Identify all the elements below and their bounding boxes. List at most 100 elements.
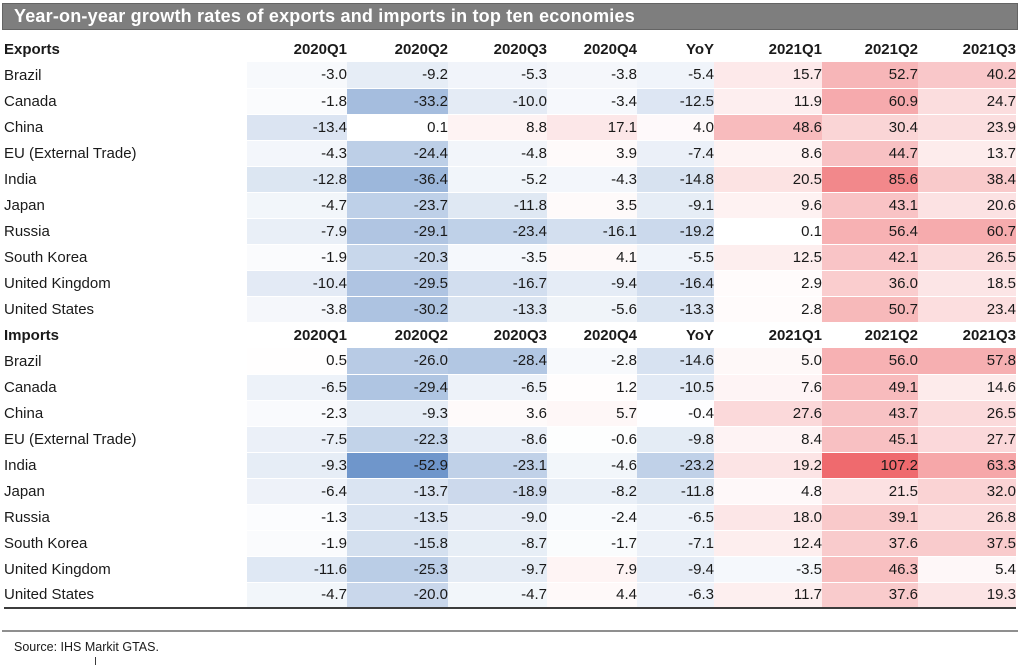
column-header: 2021Q3: [962, 326, 1016, 344]
figure-title: Year-on-year growth rates of exports and…: [14, 6, 635, 26]
value-cell: -9.4: [637, 556, 714, 583]
value-cell: 0.1: [714, 218, 822, 245]
value-cell: -15.8: [347, 530, 448, 557]
value-cell: 4.4: [547, 582, 637, 609]
value-cell: 4.0: [637, 114, 714, 141]
country-label: China: [4, 400, 247, 426]
value-cell: -4.8: [448, 140, 547, 167]
value-cell: 45.1: [822, 426, 918, 453]
value-cell: -13.4: [247, 114, 347, 141]
country-label: China: [4, 114, 247, 140]
value-cell: -18.9: [448, 478, 547, 505]
table-row: Japan -4.7 -23.7 -11.8 3.5 -9.1 9.6 43.1 20.6: [4, 192, 1016, 219]
value-cell: -1.9: [247, 244, 347, 271]
value-cell: -8.7: [448, 530, 547, 557]
value-cell: 46.3: [822, 556, 918, 583]
table-row: South Korea -1.9 -20.3 -3.5 4.1 -5.5 12.5 42.1 2…: [4, 244, 1016, 271]
country-label: EU (External Trade): [4, 140, 247, 166]
country-label: South Korea: [4, 244, 247, 270]
value-cell: -8.2: [547, 478, 637, 505]
value-cell: -10.0: [448, 88, 547, 115]
value-cell: 3.9: [547, 140, 637, 167]
source-note: Source: IHS Markit GTAS.: [14, 640, 159, 654]
value-cell: -19.2: [637, 218, 714, 245]
value-cell: -1.7: [547, 530, 637, 557]
country-label: Canada: [4, 374, 247, 400]
value-cell: -9.2: [347, 62, 448, 89]
value-cell: -22.3: [347, 426, 448, 453]
value-cell: 85.6: [822, 166, 918, 193]
value-cell: -12.5: [637, 88, 714, 115]
value-cell: -20.0: [347, 582, 448, 609]
value-cell: 3.6: [448, 400, 547, 427]
value-cell: 0.5: [247, 348, 347, 375]
value-cell: -4.7: [247, 192, 347, 219]
value-cell: 12.5: [714, 244, 822, 271]
value-cell: -9.4: [547, 270, 637, 297]
value-cell: 8.6: [714, 140, 822, 167]
section-header-row: Imports 2020Q1 2020Q2 2020Q3 2020Q4 YoY 2021Q1…: [4, 322, 1016, 348]
value-cell: -13.5: [347, 504, 448, 531]
value-cell: 19.3: [918, 582, 1016, 609]
table-row: China -2.3 -9.3 3.6 5.7 -0.4 27.6 43.7 26.5: [4, 400, 1016, 427]
value-cell: 38.4: [918, 166, 1016, 193]
column-header: YoY: [685, 326, 714, 344]
value-cell: 60.7: [918, 218, 1016, 245]
value-cell: -29.5: [347, 270, 448, 297]
value-cell: 44.7: [822, 140, 918, 167]
value-cell: 63.3: [918, 452, 1016, 479]
value-cell: 2.8: [714, 296, 822, 323]
value-cell: -3.0: [247, 62, 347, 89]
value-cell: -5.4: [637, 62, 714, 89]
value-cell: -12.8: [247, 166, 347, 193]
value-cell: 7.9: [547, 556, 637, 583]
value-cell: -16.7: [448, 270, 547, 297]
value-cell: -4.7: [448, 582, 547, 609]
value-cell: -16.1: [547, 218, 637, 245]
value-cell: 50.7: [822, 296, 918, 323]
value-cell: -1.9: [247, 530, 347, 557]
value-cell: 20.5: [714, 166, 822, 193]
value-cell: 5.0: [714, 348, 822, 375]
value-cell: 24.7: [918, 88, 1016, 115]
value-cell: -11.8: [637, 478, 714, 505]
value-cell: -7.4: [637, 140, 714, 167]
value-cell: 57.8: [918, 348, 1016, 375]
value-cell: -9.3: [347, 400, 448, 427]
value-cell: -29.4: [347, 374, 448, 401]
value-cell: 5.7: [547, 400, 637, 427]
value-cell: 56.0: [822, 348, 918, 375]
value-cell: 19.2: [714, 452, 822, 479]
section-label: Exports: [4, 40, 60, 58]
value-cell: -6.4: [247, 478, 347, 505]
value-cell: -9.8: [637, 426, 714, 453]
table-row: Russia -7.9 -29.1 -23.4 -16.1 -19.2 0.1 56.4 60.…: [4, 218, 1016, 245]
value-cell: 30.4: [822, 114, 918, 141]
value-cell: -3.5: [714, 556, 822, 583]
value-cell: -14.8: [637, 166, 714, 193]
country-label: Brazil: [4, 62, 247, 88]
footer-divider: [2, 630, 1018, 632]
table-row: Canada -1.8 -33.2 -10.0 -3.4 -12.5 11.9 60.9 24.…: [4, 88, 1016, 115]
section-label: Imports: [4, 326, 60, 344]
value-cell: 43.1: [822, 192, 918, 219]
table-row: India -12.8 -36.4 -5.2 -4.3 -14.8 20.5 85.6 38.4: [4, 166, 1016, 193]
table-row: United States -3.8 -30.2 -13.3 -5.6 -13.3 2.8 5…: [4, 296, 1016, 323]
value-cell: -36.4: [347, 166, 448, 193]
column-header: 2020Q2: [394, 40, 448, 58]
value-cell: 37.5: [918, 530, 1016, 557]
value-cell: -3.5: [448, 244, 547, 271]
value-cell: 18.0: [714, 504, 822, 531]
value-cell: -11.8: [448, 192, 547, 219]
value-cell: -52.9: [347, 452, 448, 479]
value-cell: -3.8: [547, 62, 637, 89]
column-header: 2020Q3: [493, 40, 547, 58]
table-row: EU (External Trade) -4.3 -24.4 -4.8 3.9 -7.4 8…: [4, 140, 1016, 167]
value-cell: -4.3: [547, 166, 637, 193]
column-header: 2020Q4: [583, 326, 637, 344]
value-cell: 4.1: [547, 244, 637, 271]
value-cell: -9.7: [448, 556, 547, 583]
value-cell: -6.5: [448, 374, 547, 401]
value-cell: -23.7: [347, 192, 448, 219]
value-cell: -10.5: [637, 374, 714, 401]
